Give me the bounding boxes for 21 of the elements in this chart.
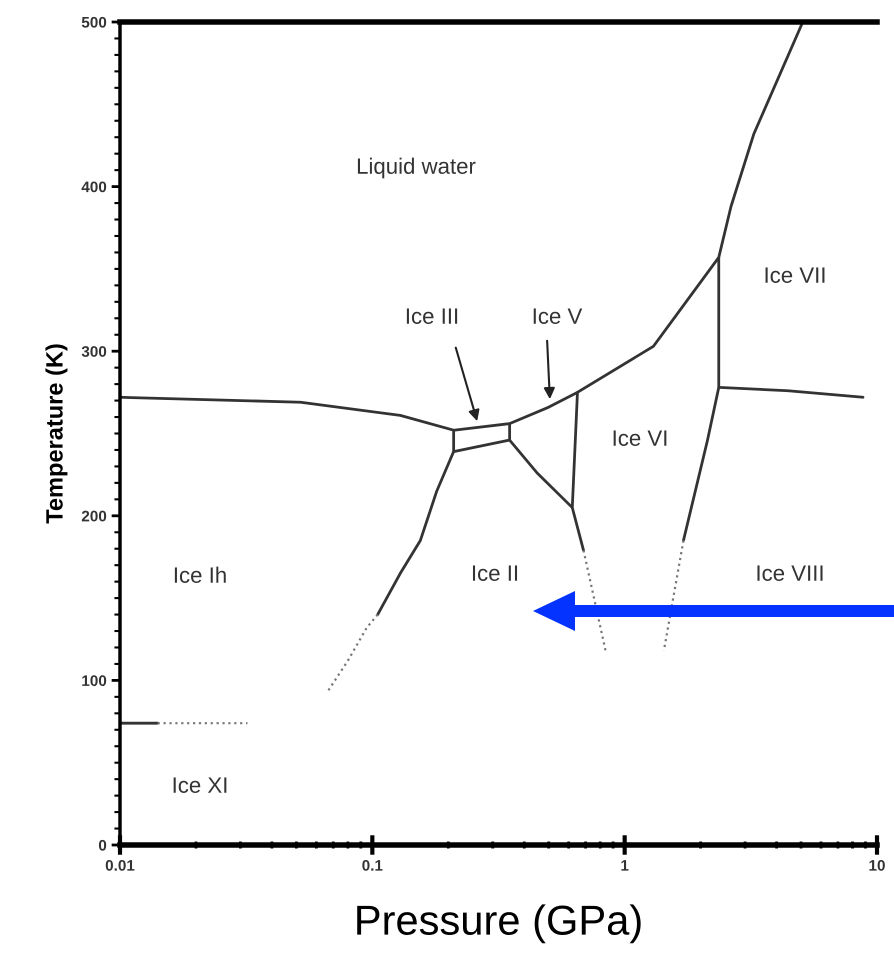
annotation: Ice Ih: [174, 566, 226, 583]
y-tick-label: 500: [82, 16, 106, 28]
annotation: Ice V: [534, 308, 582, 324]
annotation: Ice III: [406, 308, 458, 324]
x-tick-label: 1: [621, 860, 628, 871]
x-tick-label: 0.1: [362, 860, 383, 871]
annotation: Ice VII: [766, 267, 824, 283]
y-tick-label: 300: [82, 346, 106, 357]
annotation: Liquid water: [358, 158, 476, 178]
x-axis-title: Pressure (GPa): [357, 904, 641, 944]
y-tick-label: 400: [82, 181, 106, 192]
y-tick-label: 100: [82, 675, 106, 686]
annotation: Ice VIII: [757, 565, 823, 581]
annotation: Ice XI: [174, 777, 226, 793]
x-tick-label: 0.01: [106, 860, 134, 871]
y-tick-label: 200: [82, 510, 106, 522]
annotation: Ice II: [472, 565, 518, 581]
y-axis-title: Temperature (K): [45, 344, 68, 524]
y-tick-label: 0: [98, 840, 106, 851]
annotation: Ice VI: [614, 430, 666, 446]
x-tick-label: 10: [869, 860, 885, 871]
